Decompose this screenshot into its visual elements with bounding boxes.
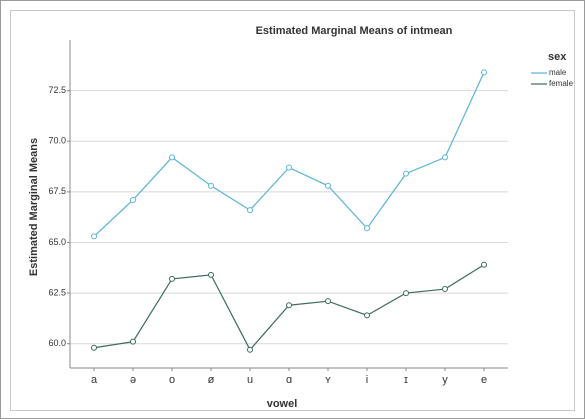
point-marker — [325, 298, 331, 305]
y-tick-label: 72.5 — [48, 85, 66, 95]
x-tick-label: ɑ — [286, 374, 292, 386]
point-marker — [364, 225, 370, 232]
point-marker — [286, 164, 292, 171]
y-tick-label: 67.5 — [48, 186, 66, 196]
x-tick-label: ø — [208, 374, 215, 386]
point-marker — [403, 170, 409, 177]
legend-label: male — [549, 68, 567, 77]
chart-title: Estimated Marginal Means of intmean — [256, 25, 453, 37]
point-marker — [442, 286, 448, 293]
point-marker — [169, 154, 175, 161]
point-marker — [130, 338, 136, 345]
point-marker — [169, 275, 175, 282]
point-marker — [247, 346, 253, 353]
y-axis-label: Estimated Marginal Means — [28, 138, 40, 276]
x-axis-label: vowel — [267, 398, 298, 410]
y-tick-label: 60.0 — [48, 338, 66, 348]
point-marker — [208, 182, 214, 189]
point-marker — [91, 344, 97, 351]
point-marker — [403, 290, 409, 297]
point-marker — [208, 271, 214, 278]
point-marker — [130, 196, 136, 203]
x-tick-label: a — [91, 374, 98, 386]
point-marker — [481, 69, 487, 76]
point-marker — [442, 154, 448, 161]
x-tick-label: ɪ — [404, 374, 408, 386]
point-marker — [247, 207, 253, 214]
point-marker — [286, 302, 292, 309]
x-tick-label: o — [169, 374, 175, 386]
y-tick-label: 65.0 — [48, 237, 66, 247]
x-tick-label: e — [481, 374, 487, 386]
x-tick-label: i — [366, 374, 368, 386]
point-marker — [325, 182, 331, 189]
y-tick-label: 62.5 — [48, 287, 66, 297]
y-tick-label: 70.0 — [48, 136, 66, 146]
point-marker — [364, 312, 370, 319]
legend-title: sex — [548, 51, 567, 63]
x-tick-label: u — [247, 374, 253, 386]
x-tick-label: y — [442, 374, 448, 386]
point-marker — [91, 233, 97, 240]
x-tick-label: ʏ — [325, 374, 331, 386]
point-marker — [481, 261, 487, 268]
x-tick-label: ə — [130, 374, 136, 386]
legend-label: female — [549, 79, 574, 88]
